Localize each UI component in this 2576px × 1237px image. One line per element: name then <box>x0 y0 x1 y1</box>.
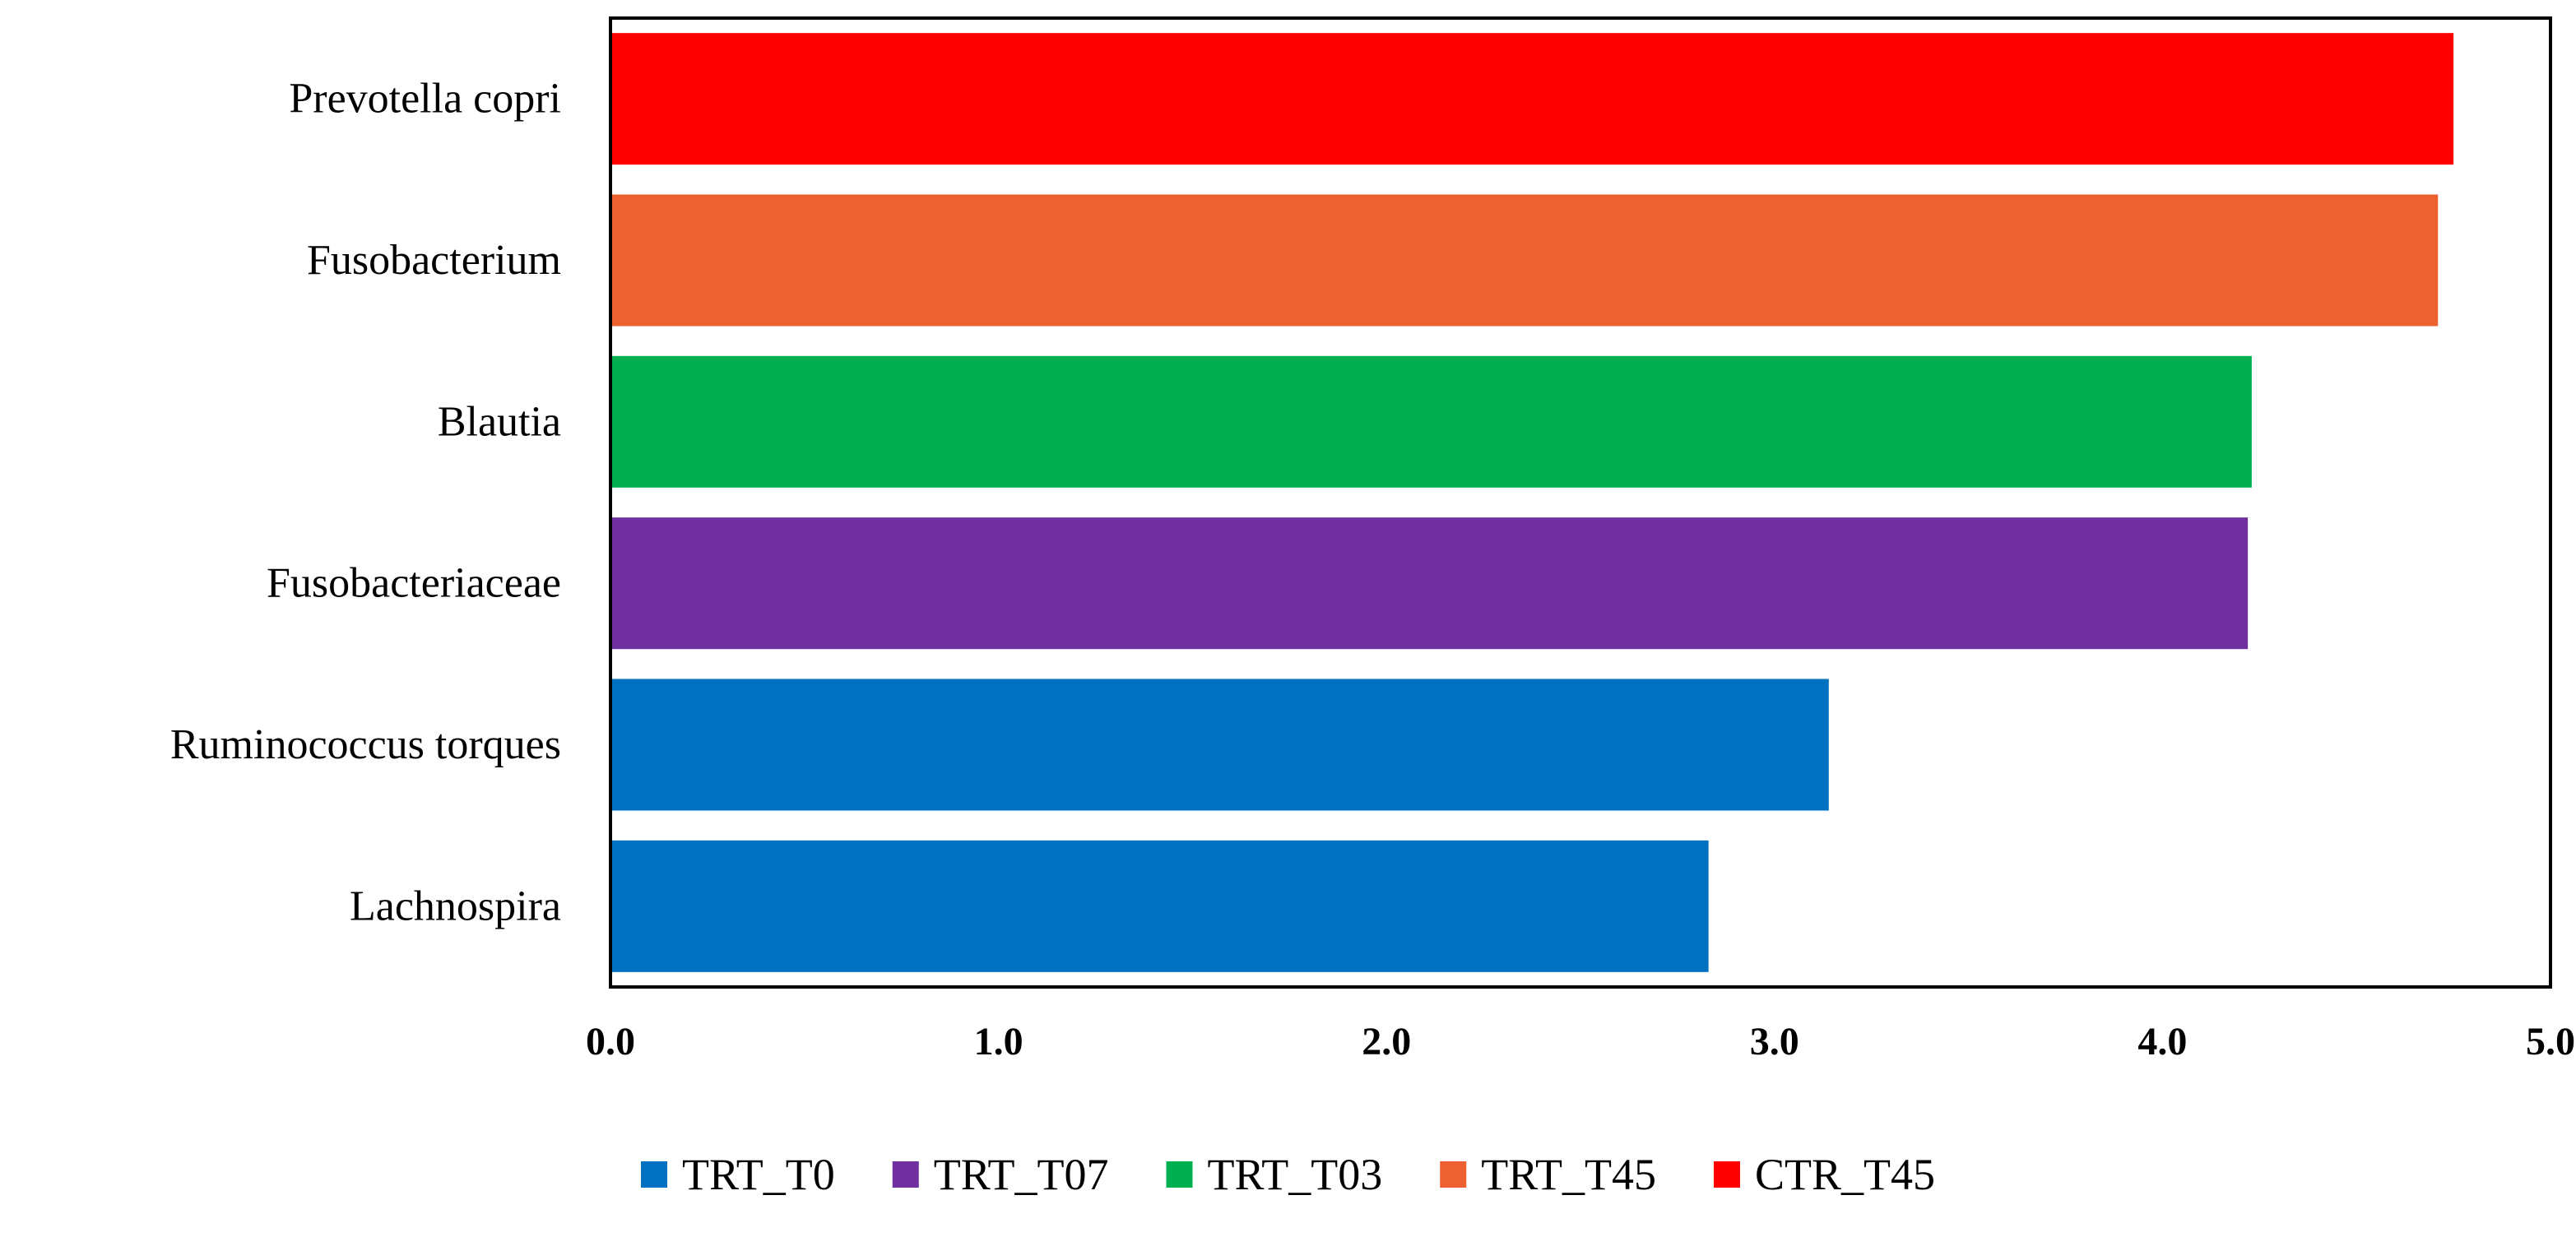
legend: TRT_T0 TRT_T07 TRT_T03 TRT_T45 CTR_T45 <box>641 1150 1935 1199</box>
bar-blautia <box>610 355 2252 488</box>
x-tick-label: 5.0 <box>2526 1020 2575 1063</box>
legend-swatch <box>892 1161 919 1188</box>
x-tick-label: 0.0 <box>586 1020 635 1063</box>
legend-item: CTR_T45 <box>1713 1150 1935 1199</box>
category-label: Prevotella copri <box>289 76 561 123</box>
legend-swatch <box>641 1161 668 1188</box>
legend-label: TRT_T0 <box>682 1150 835 1199</box>
category-label: Ruminococcus torques <box>170 721 561 768</box>
x-axis-ticks: 0.0 1.0 2.0 3.0 4.0 5.0 <box>586 1020 2575 1063</box>
category-label: Fusobacterium <box>307 237 561 284</box>
plot-frame <box>609 16 2552 989</box>
legend-item: TRT_T0 <box>641 1150 835 1199</box>
category-label: Blautia <box>438 398 561 445</box>
legend-label: TRT_T07 <box>934 1150 1109 1199</box>
legend-label: CTR_T45 <box>1755 1150 1935 1199</box>
x-tick-label: 1.0 <box>974 1020 1023 1063</box>
legend-swatch <box>1440 1161 1467 1188</box>
legend-item: TRT_T03 <box>1166 1150 1382 1199</box>
legend-label: TRT_T03 <box>1207 1150 1382 1199</box>
bars-layer <box>610 33 2454 972</box>
legend-swatch <box>1713 1161 1740 1188</box>
bar-ruminococcus-torques <box>610 679 1829 811</box>
x-tick-label: 3.0 <box>1750 1020 1799 1063</box>
category-labels: Prevotella copri Fusobacterium Blautia Fuso… <box>170 76 561 930</box>
bar-lachnospira <box>610 840 1709 972</box>
legend-item: TRT_T07 <box>892 1150 1109 1199</box>
category-label: Lachnospira <box>350 883 561 929</box>
bar-fusobacterium <box>610 194 2439 327</box>
x-tick-label: 4.0 <box>2137 1020 2187 1063</box>
x-tick-label: 2.0 <box>1362 1020 1411 1063</box>
legend-label: TRT_T45 <box>1481 1150 1656 1199</box>
bar-fusobacteriaceae <box>610 517 2249 650</box>
legend-swatch <box>1166 1161 1193 1188</box>
category-label: Fusobacteriaceae <box>267 560 561 607</box>
legend-item: TRT_T45 <box>1440 1150 1656 1199</box>
bar-prevotella-copri <box>610 33 2454 165</box>
